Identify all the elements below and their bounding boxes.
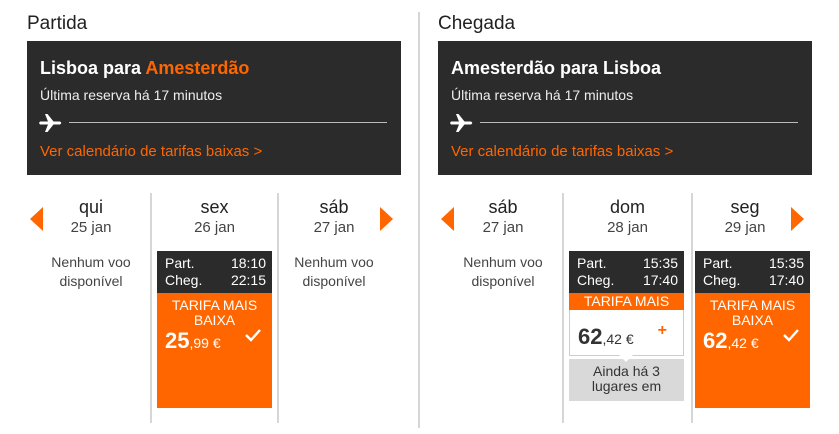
route-destination: Amesterdão	[145, 58, 250, 78]
price-integer: 25	[165, 328, 190, 353]
arrival-label: Cheg.	[703, 272, 741, 288]
price-integer: 62	[703, 328, 728, 353]
fare-price: 25,99 €	[165, 328, 221, 354]
flight-line	[39, 113, 387, 133]
check-icon	[245, 329, 261, 342]
arrival-label: Cheg.	[165, 272, 203, 288]
no-flight-text: Nenhum voo disponível	[51, 254, 131, 289]
day-date: 27 jan	[313, 219, 355, 236]
day-name: dom	[609, 197, 645, 217]
low-fare-calendar-link[interactable]: Ver calendário de tarifas baixas >	[40, 143, 263, 160]
day-cell: dom 28 jan Part. 15:35 Cheg. 17:40 TARIFA …	[562, 193, 693, 423]
no-flight-text: Nenhum voo disponível	[463, 254, 543, 289]
day-cell: qui 25 jan Nenhum voo disponível	[37, 193, 145, 423]
departure-label: Part.	[165, 255, 195, 271]
arrival-time: 17:40	[768, 272, 804, 288]
seats-left-notice: Ainda há 3 lugares em	[569, 359, 684, 401]
departure-route-panel: Lisboa para Amesterdão Última reserva há…	[27, 41, 401, 175]
day-date: 29 jan	[724, 219, 766, 236]
fare-label: TARIFA MAIS	[569, 293, 684, 310]
return-title: Chegada	[438, 13, 516, 34]
route-line	[480, 122, 798, 123]
return-route-panel: Amesterdão para Lisboa Última reserva há…	[438, 41, 812, 175]
last-booking-text: Última reserva há 17 minutos	[40, 87, 223, 103]
day-name: sáb	[488, 197, 518, 217]
flight-line	[450, 113, 798, 133]
fare-label: TARIFA MAIS BAIXA	[709, 297, 796, 328]
return-column: Chegada Amesterdão para Lisboa Última re…	[438, 0, 812, 434]
plane-icon	[450, 114, 473, 132]
day-name: sáb	[319, 197, 349, 217]
no-flight-text: Nenhum voo disponível	[294, 254, 374, 289]
arrow-right-icon[interactable]	[380, 207, 393, 231]
departure-label: Part.	[577, 255, 607, 271]
departure-column: Partida Lisboa para Amesterdão Última re…	[27, 0, 401, 434]
fare-price: 62,42 €	[703, 328, 759, 354]
departure-time: 15:35	[642, 255, 678, 271]
day-name: seg	[730, 197, 760, 217]
flight-times: Part. 18:10 Cheg. 22:15	[157, 251, 272, 293]
fare-option-selected[interactable]: TARIFA MAIS BAIXA 25,99 €	[157, 293, 272, 408]
last-booking-text: Última reserva há 17 minutos	[451, 87, 634, 103]
return-route: Amesterdão para Lisboa	[451, 58, 662, 78]
fare-label: TARIFA MAIS BAIXA	[171, 297, 258, 328]
day-date: 26 jan	[194, 219, 235, 236]
plus-icon: +	[657, 322, 667, 339]
day-date: 25 jan	[70, 219, 112, 236]
arrival-time: 17:40	[642, 272, 678, 288]
departure-route: Lisboa para Amesterdão	[40, 58, 249, 79]
price-decimal: ,42 €	[727, 335, 759, 351]
flight-times: Part. 15:35 Cheg. 17:40	[569, 251, 684, 293]
check-icon	[783, 329, 799, 342]
price-decimal: ,99 €	[189, 335, 221, 351]
price-box: 62,42 € +	[569, 310, 684, 356]
arrow-left-icon[interactable]	[441, 207, 454, 231]
plane-icon	[39, 114, 62, 132]
column-divider	[418, 12, 420, 428]
price-decimal: ,42 €	[602, 331, 634, 347]
notice-pointer	[619, 355, 633, 362]
fare-price: 62,42 €	[578, 324, 634, 350]
day-cell-selected: seg 29 jan Part. 15:35 Cheg. 17:40 TARIFA …	[690, 193, 810, 423]
departure-time: 15:35	[768, 255, 804, 271]
day-cell-selected: sex 26 jan Part. 18:10 Cheg. 22:15 TARIFA …	[150, 193, 279, 423]
arrival-time: 22:15	[230, 272, 266, 288]
fare-option-selected[interactable]: TARIFA MAIS BAIXA 62,42 €	[695, 293, 810, 408]
arrow-left-icon[interactable]	[30, 207, 43, 231]
day-name: qui	[78, 197, 104, 217]
flight-times: Part. 15:35 Cheg. 17:40	[695, 251, 810, 293]
departure-title: Partida	[27, 13, 88, 34]
route-line	[69, 122, 387, 123]
day-name: sex	[200, 197, 229, 217]
day-cell: sáb 27 jan Nenhum voo disponível	[444, 193, 562, 423]
low-fare-calendar-link[interactable]: Ver calendário de tarifas baixas >	[451, 143, 674, 160]
arrival-label: Cheg.	[577, 272, 615, 288]
departure-label: Part.	[703, 255, 733, 271]
day-cell: sáb 27 jan Nenhum voo disponível	[279, 193, 389, 423]
day-date: 27 jan	[482, 219, 524, 236]
day-date: 28 jan	[607, 219, 648, 236]
arrow-right-icon[interactable]	[791, 207, 804, 231]
route-origin: Lisboa para	[40, 58, 146, 78]
price-integer: 62	[578, 324, 603, 349]
departure-time: 18:10	[230, 255, 266, 271]
